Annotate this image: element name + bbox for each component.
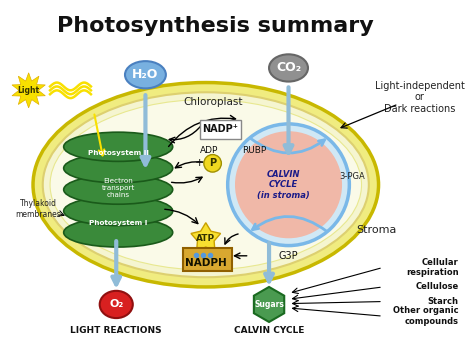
Circle shape bbox=[204, 154, 221, 172]
Text: Electron
transport
chains: Electron transport chains bbox=[101, 178, 135, 198]
Text: Photosystem II: Photosystem II bbox=[88, 150, 149, 155]
Text: ATP: ATP bbox=[196, 234, 215, 243]
Text: CALVIN
CYCLE
(in stroma): CALVIN CYCLE (in stroma) bbox=[257, 170, 310, 200]
FancyBboxPatch shape bbox=[200, 120, 241, 139]
Ellipse shape bbox=[64, 175, 173, 204]
Text: Light: Light bbox=[18, 86, 40, 95]
Text: NADP⁺: NADP⁺ bbox=[202, 124, 238, 134]
Text: Starch: Starch bbox=[428, 297, 459, 306]
Text: LIGHT REACTIONS: LIGHT REACTIONS bbox=[71, 326, 162, 335]
Text: O₂: O₂ bbox=[109, 299, 123, 310]
Text: Thylakoid
membranes: Thylakoid membranes bbox=[16, 199, 61, 219]
Text: +: + bbox=[194, 158, 204, 168]
Text: Sugars: Sugars bbox=[254, 300, 284, 309]
Text: RUBP: RUBP bbox=[242, 146, 266, 155]
Ellipse shape bbox=[125, 61, 166, 88]
Ellipse shape bbox=[100, 291, 133, 318]
Text: NADPH: NADPH bbox=[185, 258, 227, 267]
Ellipse shape bbox=[64, 154, 173, 183]
Text: Stroma: Stroma bbox=[356, 225, 396, 236]
Text: 3-PGA: 3-PGA bbox=[339, 172, 365, 181]
Ellipse shape bbox=[43, 92, 369, 277]
Text: Cellulose: Cellulose bbox=[416, 283, 459, 291]
Polygon shape bbox=[254, 287, 284, 322]
Text: P: P bbox=[209, 158, 216, 168]
Text: CALVIN CYCLE: CALVIN CYCLE bbox=[234, 326, 304, 335]
Text: ADP: ADP bbox=[200, 146, 218, 155]
Ellipse shape bbox=[235, 131, 342, 238]
Ellipse shape bbox=[64, 197, 173, 226]
FancyBboxPatch shape bbox=[183, 248, 232, 271]
Text: Photosynthesis summary: Photosynthesis summary bbox=[57, 16, 374, 37]
Ellipse shape bbox=[64, 218, 173, 247]
Ellipse shape bbox=[50, 100, 362, 270]
Text: Chloroplast: Chloroplast bbox=[184, 97, 243, 107]
Ellipse shape bbox=[33, 82, 379, 287]
Ellipse shape bbox=[64, 132, 173, 161]
Text: Photosystem I: Photosystem I bbox=[89, 220, 147, 226]
Text: Other organic
compounds: Other organic compounds bbox=[393, 306, 459, 326]
Polygon shape bbox=[12, 73, 46, 108]
Ellipse shape bbox=[228, 124, 349, 246]
Text: Light-independent
or
Dark reactions: Light-independent or Dark reactions bbox=[375, 81, 465, 114]
Text: CO₂: CO₂ bbox=[276, 61, 301, 74]
Ellipse shape bbox=[269, 54, 308, 81]
Text: H₂O: H₂O bbox=[132, 68, 159, 81]
Text: G3P: G3P bbox=[279, 251, 298, 261]
Text: Cellular
respiration: Cellular respiration bbox=[406, 258, 459, 277]
Polygon shape bbox=[191, 223, 220, 251]
